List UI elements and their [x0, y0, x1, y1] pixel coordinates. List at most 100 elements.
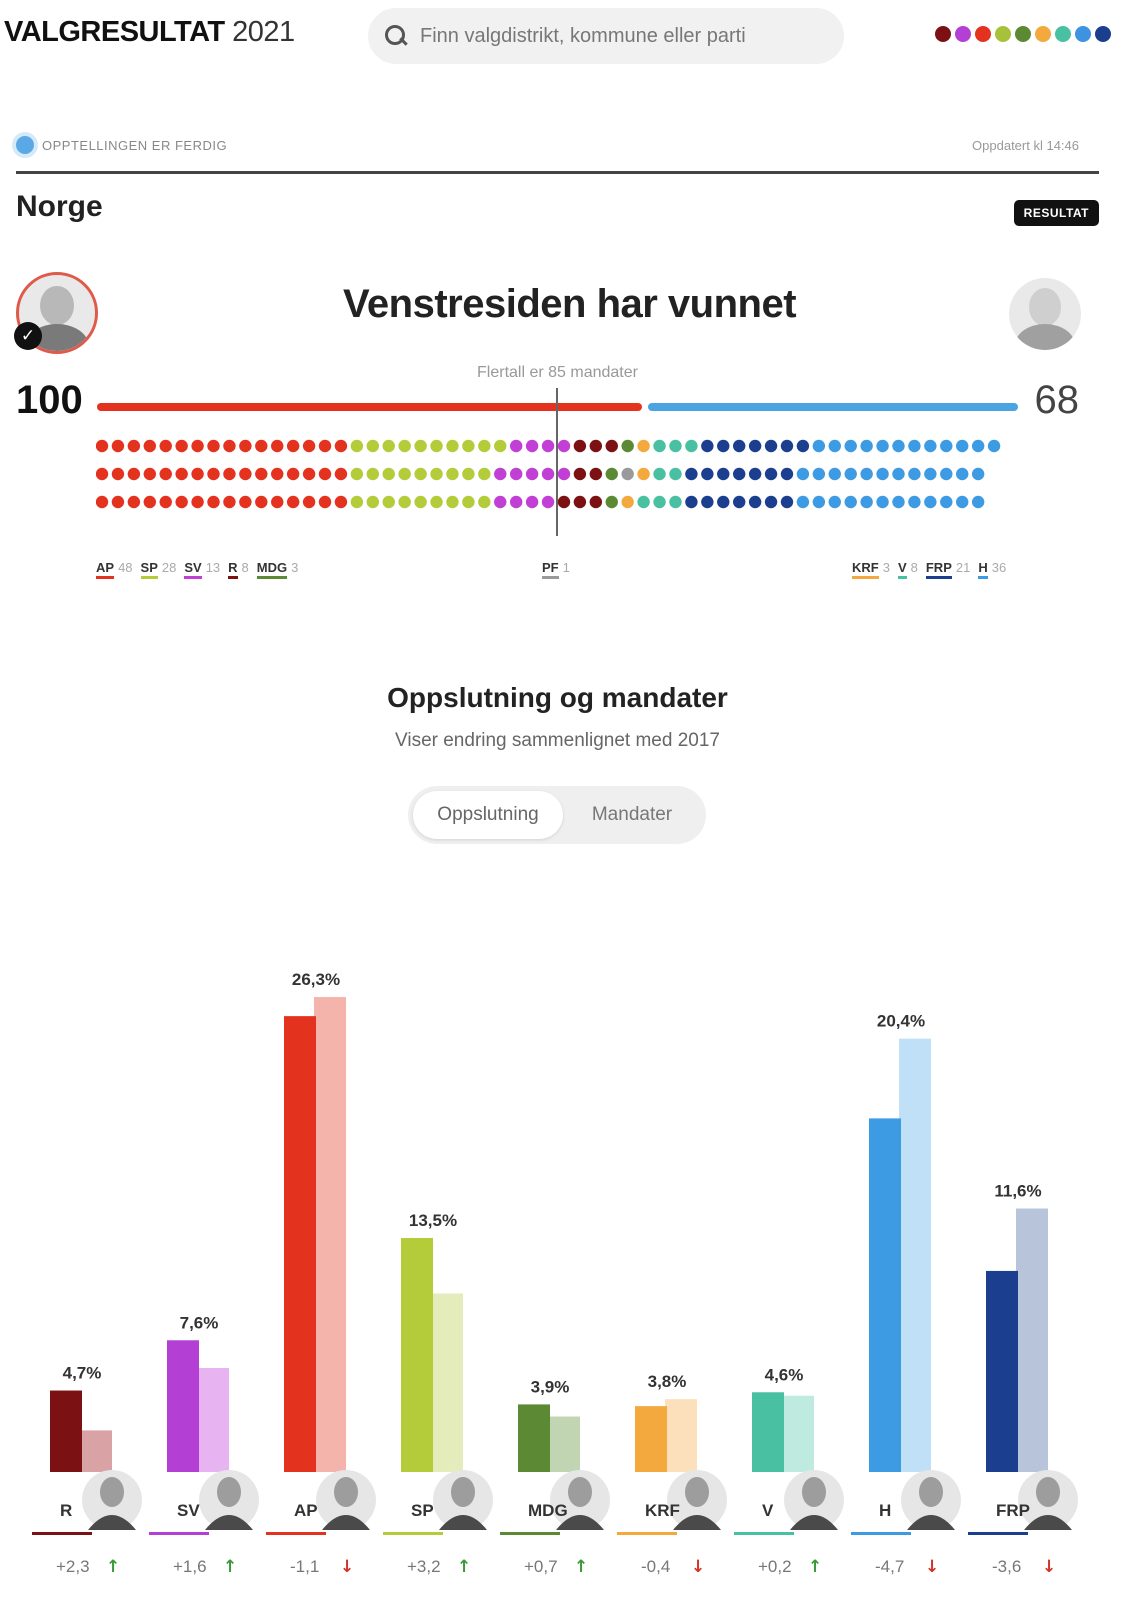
seat-dot-h	[844, 467, 857, 481]
seat-dot-frp	[764, 439, 778, 453]
party-dot[interactable]	[1035, 26, 1051, 42]
legend-seats: 13	[205, 560, 221, 575]
bar-chart: 4,7% R +2,3 ↑ 7,6% SV +1,6 ↑ 26,3% AP -1,1 ↓ 13,5% SP…	[32, 970, 1078, 1577]
search-input[interactable]	[420, 24, 820, 48]
seat-dot-sp	[382, 439, 395, 453]
party-dot[interactable]	[1095, 26, 1111, 42]
seat-dot-ap	[223, 467, 236, 481]
seat-dot-h	[892, 467, 905, 481]
seat-dot-frp	[701, 467, 714, 481]
seat-dot-sv	[541, 439, 555, 453]
seat-dot-sp	[462, 495, 475, 509]
seat-dot-mdg	[605, 467, 618, 481]
seat-dot-ap	[159, 467, 172, 481]
seat-dot-ap	[207, 495, 220, 509]
bar-2021-v	[752, 1392, 784, 1472]
leader-avatar	[667, 1470, 727, 1530]
seat-dot-ap	[286, 467, 300, 481]
seat-dot-ap	[223, 495, 236, 509]
seat-dot-sp	[494, 439, 507, 453]
leader-avatar	[199, 1470, 259, 1530]
legend-item: PF 1	[542, 560, 570, 579]
value-label: 7,6%	[180, 1313, 219, 1332]
updated-time: Oppdatert kl 14:46	[972, 138, 1079, 153]
seat-dot-h	[956, 495, 969, 509]
seat-dot-h	[844, 495, 857, 509]
leader-avatar	[550, 1470, 610, 1530]
change-label: +0,7	[524, 1557, 558, 1576]
party-dot[interactable]	[935, 26, 951, 42]
seat-dot-ap	[175, 495, 188, 509]
party-dot[interactable]	[995, 26, 1011, 42]
divider	[16, 171, 1099, 174]
change-label: +3,2	[407, 1557, 441, 1576]
party-dot[interactable]	[1055, 26, 1071, 42]
party-dot[interactable]	[1015, 26, 1031, 42]
value-label: 4,7%	[63, 1364, 102, 1383]
change-label: -4,7	[875, 1557, 904, 1576]
seat-dot-frp	[796, 439, 810, 453]
party-underline	[266, 1532, 326, 1535]
legend-item: H 36	[978, 560, 1006, 579]
seat-dot-ap	[191, 439, 204, 453]
headline: Venstresiden har vunnet	[342, 282, 797, 326]
seat-dot-r	[589, 495, 603, 509]
search-icon	[384, 24, 408, 48]
legend-seats: 21	[955, 560, 971, 575]
seat-dot-pf	[621, 467, 634, 481]
party-dot[interactable]	[1075, 26, 1091, 42]
seat-dot-h	[908, 495, 921, 509]
seat-dot-frp	[701, 439, 714, 453]
seat-dot-frp	[732, 495, 746, 509]
seat-grid	[96, 439, 1001, 509]
seat-dot-sp	[446, 467, 459, 481]
seat-dot-sv	[525, 495, 539, 509]
seat-dot-sp	[366, 467, 380, 481]
seat-dot-h	[828, 439, 841, 453]
brand-logo[interactable]: VALGRESULTAT 2021	[4, 16, 295, 49]
party-underline	[734, 1532, 794, 1535]
seat-dot-h	[971, 467, 985, 481]
legend-seats: 8	[910, 560, 918, 575]
legend-party: R	[228, 560, 238, 579]
change-label: -1,1	[290, 1557, 319, 1576]
search-bar[interactable]	[368, 8, 844, 64]
seat-dot-ap	[334, 467, 348, 481]
change-label: +0,2	[758, 1557, 792, 1576]
chart-title: Oppslutning og mandater	[387, 682, 728, 713]
seat-dot-h	[876, 495, 889, 509]
arrow-up-icon: ↑	[223, 1557, 237, 1577]
party-dots[interactable]	[935, 26, 1111, 42]
seat-dot-h	[940, 467, 953, 481]
category-label: H	[879, 1501, 891, 1520]
status-label: OPPTELLINGEN ER FERDIG	[42, 137, 228, 153]
seat-dot-h	[892, 439, 905, 453]
category-label: R	[60, 1501, 72, 1520]
seat-dot-h	[924, 495, 937, 509]
seat-dot-sp	[398, 467, 411, 481]
seat-dot-krf	[621, 495, 634, 509]
party-dot[interactable]	[955, 26, 971, 42]
seat-dot-sv	[494, 495, 507, 509]
seat-dot-v	[653, 439, 666, 453]
left-block-bar	[97, 403, 642, 411]
seat-dot-h	[844, 439, 857, 453]
legend-party: H	[978, 560, 988, 579]
seat-dot-frp	[748, 495, 762, 509]
party-dot[interactable]	[975, 26, 991, 42]
seat-dot-sv	[509, 495, 523, 509]
legend-party: MDG	[256, 560, 288, 579]
seat-dot-v	[669, 495, 682, 509]
seat-dot-sv	[557, 467, 571, 481]
tab-oppslutning[interactable]: Oppslutning	[413, 791, 563, 839]
seat-dot-h	[860, 495, 873, 509]
legend-item: KRF 3	[852, 560, 890, 579]
seat-dot-frp	[764, 495, 778, 509]
category-label: V	[762, 1501, 774, 1520]
tab-mandater[interactable]: Mandater	[591, 804, 673, 825]
seat-dot-sp	[414, 439, 427, 453]
bar-2017-sp	[431, 1293, 463, 1472]
seat-dot-r	[589, 467, 603, 481]
seat-dot-sp	[414, 495, 427, 509]
seat-dot-v	[685, 439, 698, 453]
